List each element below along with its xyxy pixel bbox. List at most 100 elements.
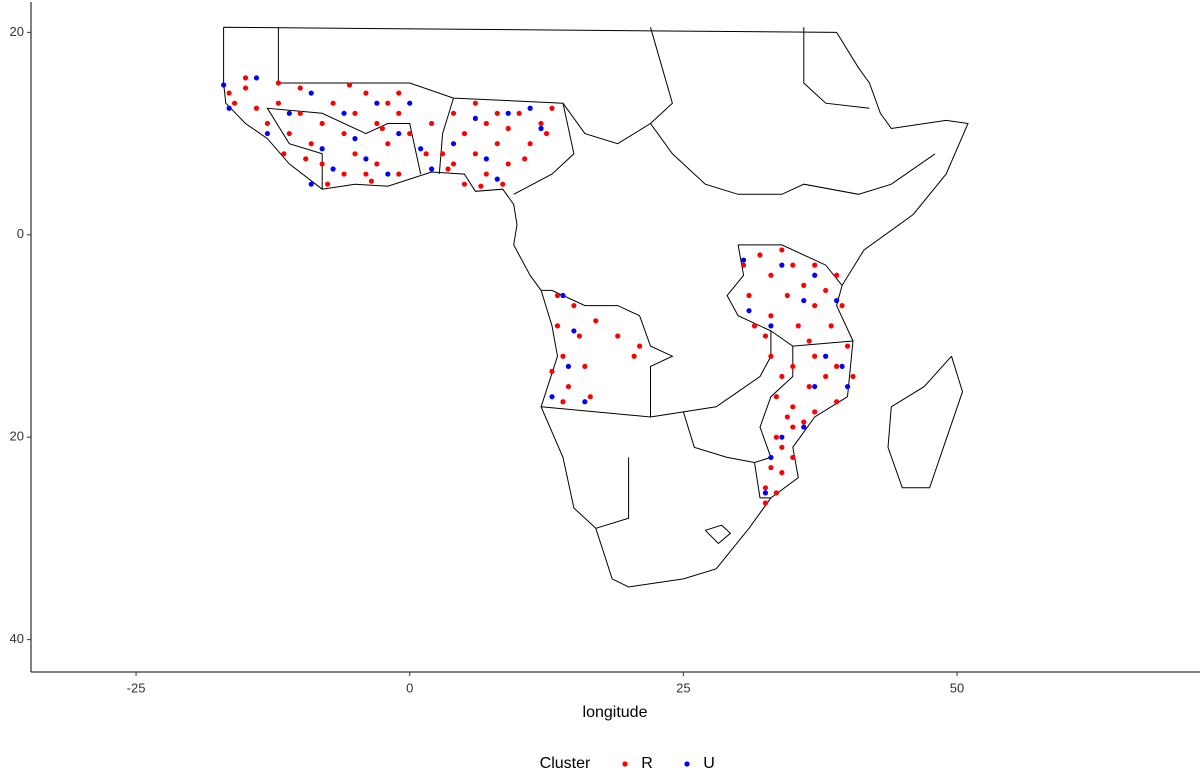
- point: [319, 146, 325, 152]
- point: [346, 82, 353, 88]
- point: [450, 141, 457, 147]
- point: [319, 161, 325, 167]
- point: [560, 292, 566, 299]
- points: [221, 75, 856, 506]
- point: [560, 399, 566, 405]
- point: [527, 141, 533, 147]
- map-outline: [803, 27, 870, 109]
- point: [812, 303, 818, 309]
- point: [751, 323, 758, 329]
- map-outline: [753, 346, 794, 499]
- point: [538, 125, 544, 132]
- point: [450, 110, 457, 116]
- y-tick-label: 40: [10, 631, 24, 646]
- point: [773, 434, 780, 440]
- legend-label: U: [703, 755, 715, 772]
- point: [779, 470, 785, 476]
- y-tick-label: 0: [17, 226, 24, 241]
- point: [500, 181, 506, 187]
- point: [554, 323, 561, 329]
- point: [423, 151, 429, 157]
- point: [549, 105, 555, 111]
- point: [308, 181, 314, 187]
- point: [439, 151, 446, 157]
- point: [253, 105, 260, 111]
- point: [363, 90, 369, 96]
- point: [374, 120, 380, 127]
- map-outlines: [223, 26, 969, 588]
- point: [762, 500, 769, 506]
- point: [379, 125, 385, 132]
- point: [768, 353, 774, 359]
- point: [494, 141, 500, 147]
- point: [779, 262, 785, 268]
- point: [385, 171, 391, 177]
- point: [587, 394, 593, 400]
- point: [801, 282, 807, 288]
- point: [221, 82, 227, 88]
- point: [226, 90, 232, 96]
- point: [543, 130, 550, 137]
- point: [746, 308, 752, 314]
- point: [418, 146, 424, 152]
- point: [549, 368, 555, 375]
- point: [286, 110, 292, 116]
- point: [844, 383, 851, 390]
- point: [253, 75, 260, 81]
- point: [773, 490, 780, 496]
- point: [483, 156, 489, 162]
- point: [839, 303, 845, 309]
- point: [352, 151, 358, 157]
- point: [571, 303, 577, 309]
- point: [779, 247, 785, 253]
- legend-swatch: [684, 761, 690, 767]
- point: [768, 464, 774, 471]
- map-outline: [438, 97, 454, 175]
- point: [450, 161, 457, 167]
- point: [505, 125, 511, 132]
- point: [341, 110, 347, 116]
- map-outline: [650, 27, 673, 124]
- point: [352, 136, 358, 142]
- point: [461, 181, 468, 187]
- point: [790, 363, 796, 369]
- map-outline: [223, 26, 969, 588]
- y-tick-label: 20: [10, 24, 24, 39]
- point: [554, 292, 561, 299]
- point: [812, 383, 818, 390]
- point: [779, 444, 785, 450]
- point: [461, 130, 468, 137]
- point: [516, 110, 522, 116]
- point: [801, 424, 807, 430]
- map-outline: [266, 107, 422, 190]
- point: [762, 485, 769, 491]
- point: [483, 120, 489, 127]
- point: [472, 100, 478, 106]
- point: [297, 110, 303, 116]
- point: [275, 80, 281, 86]
- legend-title: Cluster: [540, 755, 591, 772]
- point: [483, 171, 489, 177]
- point: [505, 161, 511, 167]
- point: [368, 178, 375, 184]
- legend-label: R: [641, 755, 653, 772]
- point: [565, 363, 572, 369]
- point: [790, 454, 796, 461]
- x-axis-title: longitude: [583, 704, 648, 721]
- point: [275, 100, 281, 106]
- point: [494, 176, 500, 182]
- point: [341, 171, 347, 177]
- point: [801, 419, 807, 425]
- point: [779, 434, 785, 440]
- point: [740, 262, 747, 268]
- legend-swatch: [622, 761, 628, 767]
- point: [823, 373, 829, 380]
- point: [330, 100, 336, 106]
- point: [522, 156, 528, 162]
- point: [844, 343, 851, 349]
- map-outline: [738, 244, 843, 286]
- point: [341, 130, 347, 137]
- point: [784, 292, 790, 299]
